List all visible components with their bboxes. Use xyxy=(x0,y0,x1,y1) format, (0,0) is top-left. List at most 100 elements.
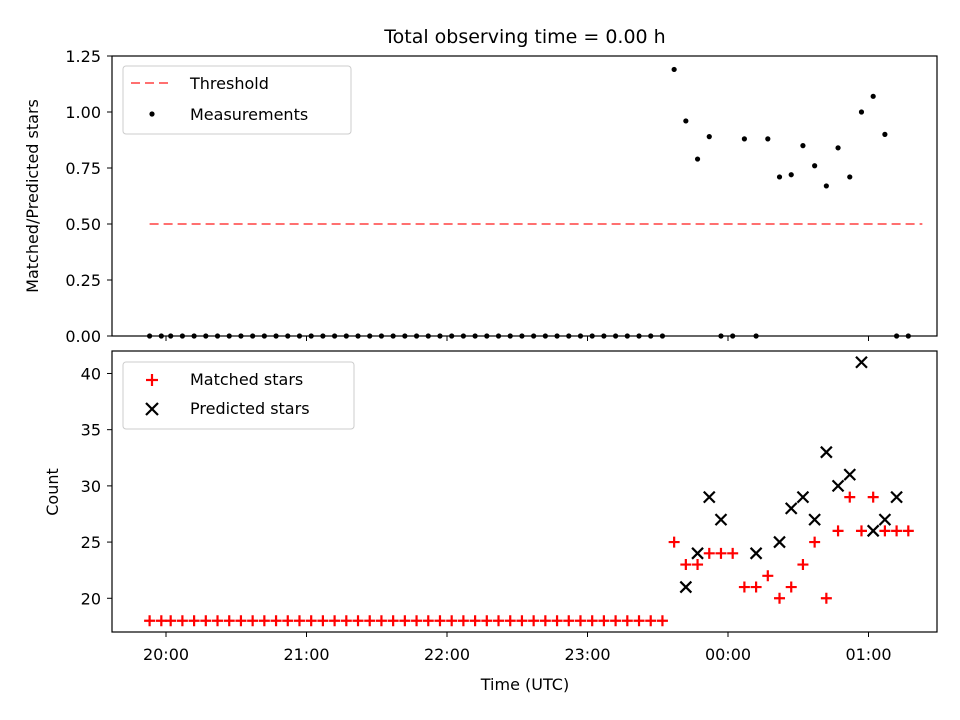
matched-star-point xyxy=(165,615,177,627)
measurement-point xyxy=(823,183,829,189)
top-legend: Threshold Measurements xyxy=(122,65,352,135)
matched-star-point xyxy=(645,615,657,627)
top-y-tick-label: 0.50 xyxy=(65,215,101,234)
legend-predicted-label: Predicted stars xyxy=(190,399,310,418)
matched-star-point xyxy=(610,615,622,627)
measurement-point xyxy=(765,136,771,142)
matched-star-point xyxy=(715,547,727,559)
matched-star-point xyxy=(247,615,259,627)
matched-star-point xyxy=(504,615,516,627)
matched-star-point xyxy=(879,525,891,537)
predicted-star-point xyxy=(831,479,845,493)
matched-star-point xyxy=(703,547,715,559)
measurement-point xyxy=(741,136,747,142)
matched-star-point xyxy=(411,615,423,627)
predicted-star-point xyxy=(843,468,857,481)
matched-star-point xyxy=(774,592,786,604)
top-panel: 0.00 0.25 0.50 0.75 1.00 1.25 Matched/Predict… xyxy=(23,47,938,346)
matched-star-point xyxy=(867,491,879,503)
matched-star-point xyxy=(176,615,188,627)
matched-star-point xyxy=(305,615,317,627)
matched-star-point xyxy=(422,615,434,627)
matched-star-point xyxy=(329,615,341,627)
predicted-star-point xyxy=(878,513,892,526)
matched-star-point xyxy=(352,615,364,627)
matched-star-point xyxy=(797,559,809,571)
matched-star-point xyxy=(270,615,282,627)
matched-star-point xyxy=(598,615,610,627)
predicted-star-point xyxy=(773,535,786,549)
bottom-x-tick-label: 00:00 xyxy=(705,645,751,664)
measurement-point xyxy=(800,143,806,149)
matched-star-point xyxy=(212,615,224,627)
top-y-ticks: 0.00 0.25 0.50 0.75 1.00 1.25 xyxy=(65,47,112,346)
matched-star-point xyxy=(902,525,914,537)
bottom-y-ticks: 20 25 30 35 40 xyxy=(81,364,112,608)
chart-title: Total observing time = 0.00 h xyxy=(383,26,665,48)
measurement-point xyxy=(694,156,701,162)
matched-star-point xyxy=(727,547,739,559)
measurement-point xyxy=(870,93,876,99)
matched-star-point xyxy=(317,615,329,627)
predicted-star-point xyxy=(855,355,868,369)
measurement-point xyxy=(706,134,712,140)
matched-star-point xyxy=(144,615,156,627)
bottom-y-tick-label: 30 xyxy=(81,477,101,496)
bottom-panel: 20 25 30 35 40 20:00 21:00 22:00 23:00 00:00 01:0… xyxy=(43,350,938,694)
top-y-tick-label: 1.00 xyxy=(65,103,101,122)
predicted-star-point xyxy=(890,490,903,504)
matched-star-point xyxy=(551,615,563,627)
matched-star-point xyxy=(563,615,575,627)
bottom-y-tick-label: 40 xyxy=(81,364,101,383)
bottom-x-tick-label: 21:00 xyxy=(283,645,329,664)
matched-star-point xyxy=(633,615,645,627)
top-legend-box xyxy=(122,65,352,135)
top-y-tick-label: 1.25 xyxy=(65,47,101,66)
matched-star-point xyxy=(293,615,305,627)
matched-star-point xyxy=(375,615,387,627)
bottom-y-tick-label: 20 xyxy=(81,589,101,608)
measurement-point xyxy=(776,174,783,180)
matched-star-point xyxy=(446,615,458,627)
predicted-star-point xyxy=(784,502,798,515)
legend-measurements-label: Measurements xyxy=(190,105,308,124)
matched-star-point xyxy=(457,615,469,627)
matched-star-point xyxy=(399,615,411,627)
matched-star-point xyxy=(223,615,235,627)
matched-star-point xyxy=(656,615,668,627)
matched-star-point xyxy=(668,536,680,548)
legend-measurements-swatch xyxy=(149,111,155,117)
matched-star-point xyxy=(762,570,774,582)
measurement-point xyxy=(858,109,865,115)
predicted-star-point xyxy=(866,524,880,538)
matched-star-point xyxy=(621,615,633,627)
bottom-y-tick-label: 25 xyxy=(81,533,101,552)
matched-star-point xyxy=(258,615,270,627)
predicted-star-point xyxy=(691,547,704,560)
bottom-x-ticks: 20:00 21:00 22:00 23:00 00:00 01:00 xyxy=(143,632,892,664)
matched-star-point xyxy=(809,536,821,548)
matched-star-points xyxy=(144,491,914,627)
predicted-star-point xyxy=(702,490,716,504)
matched-star-point xyxy=(188,615,200,627)
matched-star-point xyxy=(750,581,762,593)
bottom-legend: Matched stars Predicted stars xyxy=(122,361,355,430)
matched-star-point xyxy=(282,615,294,627)
bottom-y-tick-label: 35 xyxy=(81,421,101,440)
matched-star-point xyxy=(155,615,167,627)
measurement-point xyxy=(788,172,794,178)
top-y-tick-label: 0.00 xyxy=(65,327,101,346)
x-axis-label: Time (UTC) xyxy=(480,675,569,694)
predicted-star-point xyxy=(749,547,763,560)
bottom-x-tick-label: 01:00 xyxy=(845,645,891,664)
top-y-tick-label: 0.75 xyxy=(65,159,101,178)
matched-star-point xyxy=(738,581,750,593)
predicted-star-point xyxy=(808,513,821,526)
matched-star-point xyxy=(844,491,856,503)
bottom-x-tick-label: 23:00 xyxy=(564,645,610,664)
matched-star-point xyxy=(200,615,212,627)
matched-star-point xyxy=(820,592,832,604)
bottom-y-axis-label: Count xyxy=(43,468,62,516)
measurement-point xyxy=(882,131,888,137)
